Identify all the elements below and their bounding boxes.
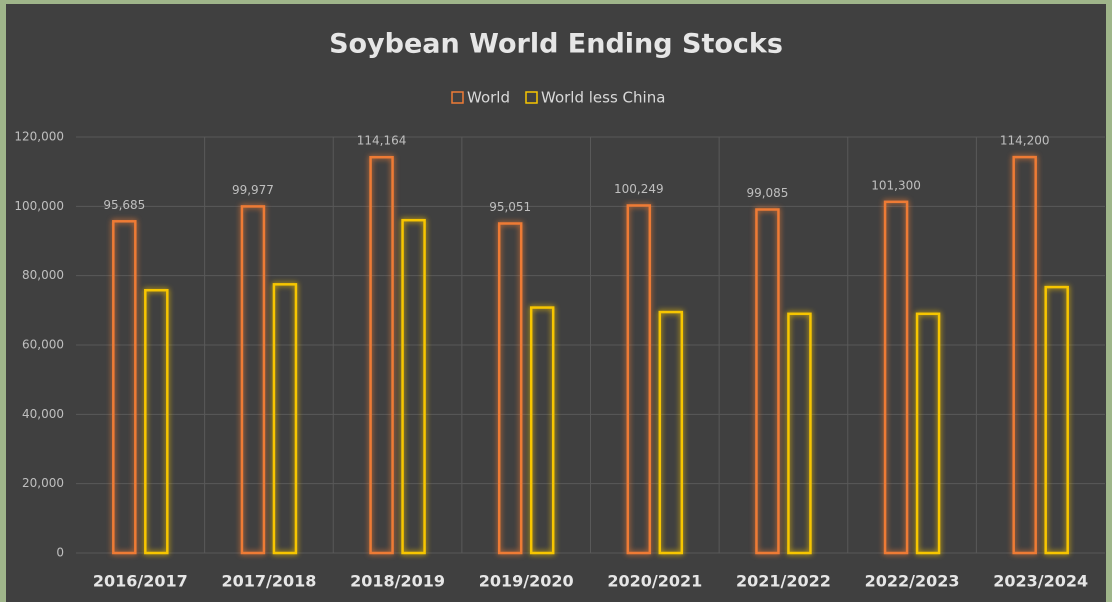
y-tick-label: 120,000 — [14, 130, 64, 144]
data-label: 114,200 — [1000, 134, 1050, 148]
bar — [272, 283, 298, 555]
legend-label: World — [467, 89, 510, 107]
legend-swatch — [451, 91, 464, 104]
bar — [497, 222, 523, 555]
bar — [112, 220, 137, 555]
chart-background — [6, 4, 1106, 602]
bar — [755, 208, 780, 555]
bar — [658, 310, 684, 555]
bar — [1012, 155, 1037, 555]
legend: World World less China — [451, 89, 665, 107]
bar — [1044, 285, 1069, 555]
data-label: 99,085 — [746, 186, 788, 200]
y-tick-label: 40,000 — [22, 407, 64, 421]
data-label: 99,977 — [232, 183, 274, 197]
x-tick-label: 2023/2024 — [993, 572, 1088, 591]
y-tick-label: 20,000 — [22, 476, 64, 490]
chart-title: Soybean World Ending Stocks — [329, 29, 783, 60]
x-tick-label: 2018/2019 — [350, 572, 445, 591]
bar — [883, 200, 909, 555]
x-tick-label: 2021/2022 — [736, 572, 831, 591]
x-tick-label: 2022/2023 — [865, 572, 960, 591]
y-tick-label: 0 — [56, 546, 64, 560]
bar — [915, 312, 941, 555]
y-tick-label: 60,000 — [22, 338, 64, 352]
data-label: 100,249 — [614, 182, 664, 196]
bar — [240, 205, 266, 555]
x-tick-label: 2016/2017 — [93, 572, 188, 591]
data-label: 95,685 — [103, 198, 145, 212]
legend-label: World less China — [541, 89, 665, 107]
data-label: 101,300 — [871, 178, 921, 192]
bar — [144, 288, 169, 555]
x-tick-label: 2017/2018 — [221, 572, 316, 591]
data-label: 95,051 — [489, 200, 531, 214]
bar — [787, 312, 812, 555]
y-tick-label: 100,000 — [14, 199, 64, 213]
data-label: 114,164 — [357, 134, 407, 148]
x-tick-label: 2020/2021 — [607, 572, 702, 591]
y-tick-label: 80,000 — [22, 268, 64, 282]
legend-swatch — [525, 91, 538, 104]
bar — [369, 155, 394, 555]
bar — [529, 306, 555, 555]
x-tick-label: 2019/2020 — [479, 572, 574, 591]
bar — [626, 204, 652, 555]
bar — [401, 218, 426, 555]
